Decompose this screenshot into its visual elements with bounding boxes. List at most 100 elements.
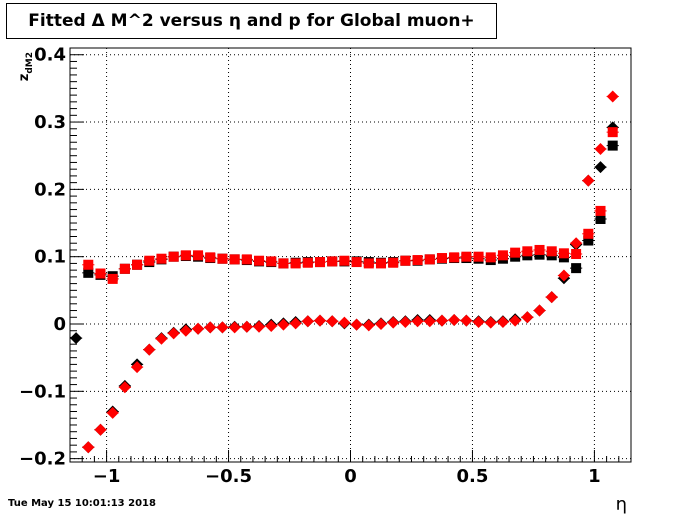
data-point-square xyxy=(522,246,533,257)
data-point-square xyxy=(351,257,362,268)
data-point-square xyxy=(595,213,606,224)
data-point-square xyxy=(558,248,569,259)
data-point-square xyxy=(168,251,179,262)
data-point-square xyxy=(290,258,301,269)
data-point-square xyxy=(400,255,411,266)
data-point-diamond xyxy=(167,327,180,340)
data-point-diamond xyxy=(350,318,363,331)
data-point-square xyxy=(546,246,557,257)
data-point-diamond xyxy=(606,90,619,103)
data-point-square xyxy=(144,255,155,266)
data-point-square xyxy=(497,250,508,261)
x-tick-label: 0 xyxy=(344,466,357,487)
data-point-diamond xyxy=(387,316,400,329)
data-point-square xyxy=(571,248,582,259)
data-point-square xyxy=(315,257,326,268)
data-point-square xyxy=(119,263,130,274)
data-point-square xyxy=(132,259,143,270)
data-point-square xyxy=(412,255,423,266)
data-point-square xyxy=(436,253,447,264)
data-point-square xyxy=(327,256,338,267)
data-point-diamond xyxy=(533,304,546,317)
y-tick-label: 0.1 xyxy=(34,247,66,268)
data-point-square xyxy=(510,247,521,258)
data-point-square xyxy=(229,254,240,265)
data-point-square xyxy=(473,251,484,262)
data-point-square xyxy=(375,258,386,269)
y-tick-label: −0.1 xyxy=(19,381,66,402)
y-tick-label: −0.2 xyxy=(19,449,66,470)
data-point-diamond xyxy=(374,318,387,330)
y-tick-label: 0.3 xyxy=(34,112,66,133)
data-point-square xyxy=(107,273,118,284)
data-point-square xyxy=(424,254,435,265)
data-point-diamond xyxy=(289,317,302,330)
data-point-diamond xyxy=(326,315,339,328)
data-point-diamond xyxy=(472,315,485,328)
x-axis-title: η xyxy=(616,494,627,514)
data-point-square xyxy=(534,244,545,255)
data-point-square xyxy=(388,257,399,268)
data-point-diamond xyxy=(521,311,534,324)
data-point-diamond xyxy=(82,441,95,454)
data-point-square xyxy=(302,257,313,268)
data-point-diamond xyxy=(496,315,509,328)
x-tick-label: −0.5 xyxy=(205,466,252,487)
data-point-diamond xyxy=(204,321,217,334)
data-point-square xyxy=(193,250,204,261)
data-point-diamond xyxy=(570,237,583,250)
y-tick-label: 0 xyxy=(53,314,66,335)
data-point-square xyxy=(583,235,594,246)
data-point-square xyxy=(254,255,265,266)
data-point-diamond xyxy=(448,313,461,326)
data-point-diamond xyxy=(106,406,119,419)
data-point-diamond xyxy=(435,314,448,327)
data-point-square xyxy=(339,255,350,266)
data-point-square xyxy=(83,267,94,278)
data-point-diamond xyxy=(253,320,266,333)
data-point-diamond xyxy=(557,269,570,282)
x-tick-label: −1 xyxy=(93,466,121,487)
data-point-square xyxy=(156,253,167,264)
y-axis-title: zdM2 xyxy=(17,52,35,81)
data-point-diamond xyxy=(70,332,83,345)
data-point-diamond xyxy=(594,161,607,174)
data-point-square xyxy=(449,252,460,263)
data-point-square xyxy=(595,205,606,216)
data-point-square xyxy=(363,258,374,269)
x-tick-label: 0.5 xyxy=(457,466,489,487)
data-point-diamond xyxy=(118,381,131,394)
data-point-square xyxy=(266,256,277,267)
data-point-square xyxy=(83,259,94,270)
data-point-square xyxy=(95,268,106,279)
data-point-diamond xyxy=(484,316,497,329)
data-point-diamond xyxy=(240,320,253,333)
data-point-diamond xyxy=(192,322,205,335)
data-point-diamond xyxy=(460,314,473,327)
data-point-diamond xyxy=(399,315,412,328)
data-point-square xyxy=(217,253,228,264)
data-point-diamond xyxy=(216,321,229,334)
data-point-diamond xyxy=(94,423,107,436)
data-point-square xyxy=(278,258,289,269)
data-point-diamond xyxy=(131,361,144,374)
data-point-diamond xyxy=(155,332,168,345)
data-point-diamond xyxy=(338,316,351,329)
data-point-square xyxy=(583,228,594,239)
data-point-diamond xyxy=(545,291,558,304)
timestamp-label: Tue May 15 10:01:13 2018 xyxy=(8,498,156,509)
data-point-square xyxy=(461,251,472,262)
data-point-square xyxy=(180,250,191,261)
data-point-diamond xyxy=(594,142,607,155)
data-point-square xyxy=(607,140,618,151)
x-tick-label: 1 xyxy=(588,466,601,487)
data-point-diamond xyxy=(314,314,327,327)
data-point-diamond xyxy=(179,324,192,337)
data-point-diamond xyxy=(277,318,290,331)
data-point-diamond xyxy=(411,315,424,328)
data-point-diamond xyxy=(228,321,241,334)
data-point-diamond xyxy=(265,320,278,333)
data-point-diamond xyxy=(423,315,436,328)
